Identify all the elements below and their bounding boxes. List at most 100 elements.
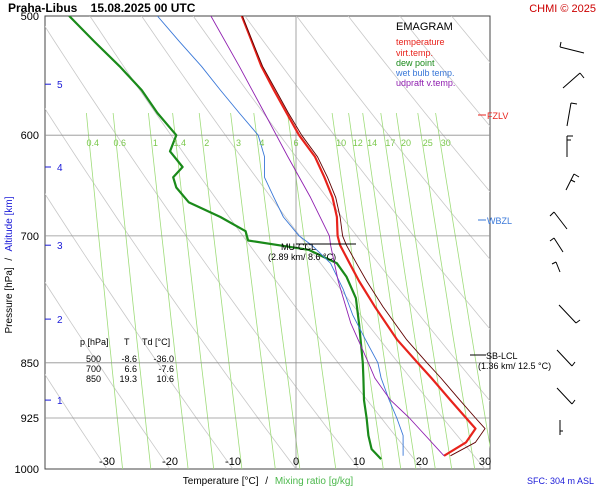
series-line-dew-point (68, 16, 382, 460)
mu-ccl-value: (2.89 km/ 8.6 °C) (268, 252, 336, 262)
temperature-tick-label: 20 (416, 456, 428, 468)
legend: EMAGRAM temperature virt.temp. dew point… (395, 21, 455, 88)
altitude-tick-label: 2 (57, 315, 63, 326)
dry-adiabat-line (45, 281, 171, 469)
x-axis-title: Temperature [°C] / Mixing ratio [g/kg] (183, 476, 354, 487)
y-axis-separator: / (4, 258, 15, 261)
mixing-ratio-line (380, 112, 436, 469)
wind-barb-icon (562, 72, 585, 89)
copyright-label: CHMI © 2025 (529, 3, 596, 15)
wind-barb-icon (559, 420, 563, 435)
mixing-ratio-axis-label: Mixing ratio [g/kg] (275, 476, 354, 487)
table-row-850-td: 10.6 (156, 374, 174, 384)
mixing-ratio-line (395, 112, 453, 469)
wind-barb-icon (558, 304, 581, 324)
wind-barb-icon (566, 135, 573, 157)
dry-adiabat-line (244, 16, 490, 330)
temperature-axis-label: Temperature [°C] (183, 476, 259, 487)
dry-adiabat-line (45, 373, 108, 469)
mixing-ratio-line (331, 112, 384, 469)
y-axis-title: Pressure [hPa] / Altitude [km] (4, 196, 15, 333)
table-row-850-t: 19.3 (119, 374, 137, 384)
altitude-tick-label: 3 (57, 241, 63, 252)
dry-adiabat-line (89, 16, 423, 469)
dry-adiabat-line (296, 16, 490, 260)
pressure-axis-label: Pressure [hPa] (4, 267, 15, 333)
table-header-pressure: p [hPa] (80, 337, 109, 347)
dry-adiabat-line (503, 16, 600, 469)
mixing-ratio-line (230, 112, 276, 469)
pressure-tick-label: 700 (21, 231, 39, 243)
mixing-ratio-line (435, 112, 490, 449)
series-line-temperature (240, 16, 477, 457)
altitude-tick-label: 1 (57, 396, 63, 407)
table-row-500-t: -8.6 (121, 354, 137, 364)
wind-barb-icon (559, 41, 585, 54)
mixing-ratio-line (417, 112, 476, 469)
sb-lcl-value: (1.36 km/ 12.5 °C) (478, 361, 551, 371)
temperature-tick-label: -30 (99, 456, 115, 468)
table-row-700-p: 700 (86, 364, 101, 374)
series-line-virt-temp (241, 16, 486, 457)
mixing-ratio-line (287, 112, 337, 469)
series-line-wet-bulb-temp (157, 16, 404, 456)
wbzl-label: WBZL (487, 216, 512, 226)
table-row-500-td: -36.0 (153, 354, 174, 364)
mixing-ratio-label: 1 (153, 138, 158, 148)
sfc-label: SFC: 304 m ASL (527, 476, 594, 486)
altitude-tick-label: 4 (57, 163, 63, 174)
table-header-t: T (124, 337, 130, 347)
station-time-title: Praha-Libus 15.08.2025 00 UTC (8, 1, 196, 15)
wind-barb-icon (566, 102, 578, 127)
fzlv-label: FZLV (487, 111, 508, 121)
mixing-ratio-label: 2 (204, 138, 209, 148)
dry-adiabat-line (347, 16, 490, 193)
mixing-ratio-label: 10 (336, 138, 346, 148)
mixing-ratio-line (86, 112, 123, 469)
altitude-axis-label: Altitude [km] (4, 196, 15, 251)
wind-barb-icon (549, 237, 564, 253)
mixing-ratio-label: 30 (441, 138, 451, 148)
table-row-500-p: 500 (86, 354, 101, 364)
wind-barb-icon (549, 211, 568, 230)
wind-barb-icon (565, 173, 580, 191)
mixing-ratio-label: 14 (367, 138, 377, 148)
dry-adiabat-line (141, 16, 486, 469)
temperature-tick-label: 10 (353, 456, 365, 468)
temperature-tick-label: 30 (479, 456, 491, 468)
table-row-700-td: -7.6 (158, 364, 174, 374)
temperature-tick-label: -20 (162, 456, 178, 468)
mixing-ratio-label: 3 (236, 138, 241, 148)
mixing-ratio-line (348, 112, 402, 469)
legend-title: EMAGRAM (396, 21, 453, 33)
temperature-tick-label: 0 (293, 456, 299, 468)
mixing-ratio-line (198, 112, 243, 469)
legend-item-temperature: temperature (396, 37, 445, 47)
mixing-ratio-line (172, 112, 215, 469)
legend-item-wet-bulb: wet bulb temp. (395, 68, 455, 78)
dry-adiabat-line (555, 16, 600, 469)
dry-adiabat-line (45, 108, 297, 469)
wind-barb-icon (556, 349, 576, 367)
mixing-ratio-line (253, 112, 301, 469)
pressure-tick-label: 600 (21, 130, 39, 142)
table-header-td: Td [°C] (142, 337, 170, 347)
pressure-tick-label: 500 (21, 11, 39, 23)
mixing-ratio-label: 20 (401, 138, 411, 148)
dry-adiabat-line (399, 16, 490, 127)
dry-adiabat-line (45, 25, 360, 469)
mixing-ratio-line (362, 112, 417, 469)
temperature-tick-label: -10 (225, 456, 241, 468)
mixing-ratio-label: 12 (353, 138, 363, 148)
mixing-ratio-label: 25 (423, 138, 433, 148)
sb-lcl-label: SB-LCL (486, 351, 518, 361)
series-line-udpraft-v-temp (210, 16, 445, 457)
legend-item-dew-point: dew point (396, 58, 435, 68)
wind-barb-icon (551, 261, 561, 273)
legend-item-virt-temp: virt.temp. (396, 48, 433, 58)
mixing-ratio-line (112, 112, 152, 469)
legend-item-updraft: udpraft v.temp. (396, 78, 455, 88)
table-row-850-p: 850 (86, 374, 101, 384)
pressure-tick-label: 850 (21, 358, 39, 370)
mixing-ratio-label: 6 (293, 138, 298, 148)
